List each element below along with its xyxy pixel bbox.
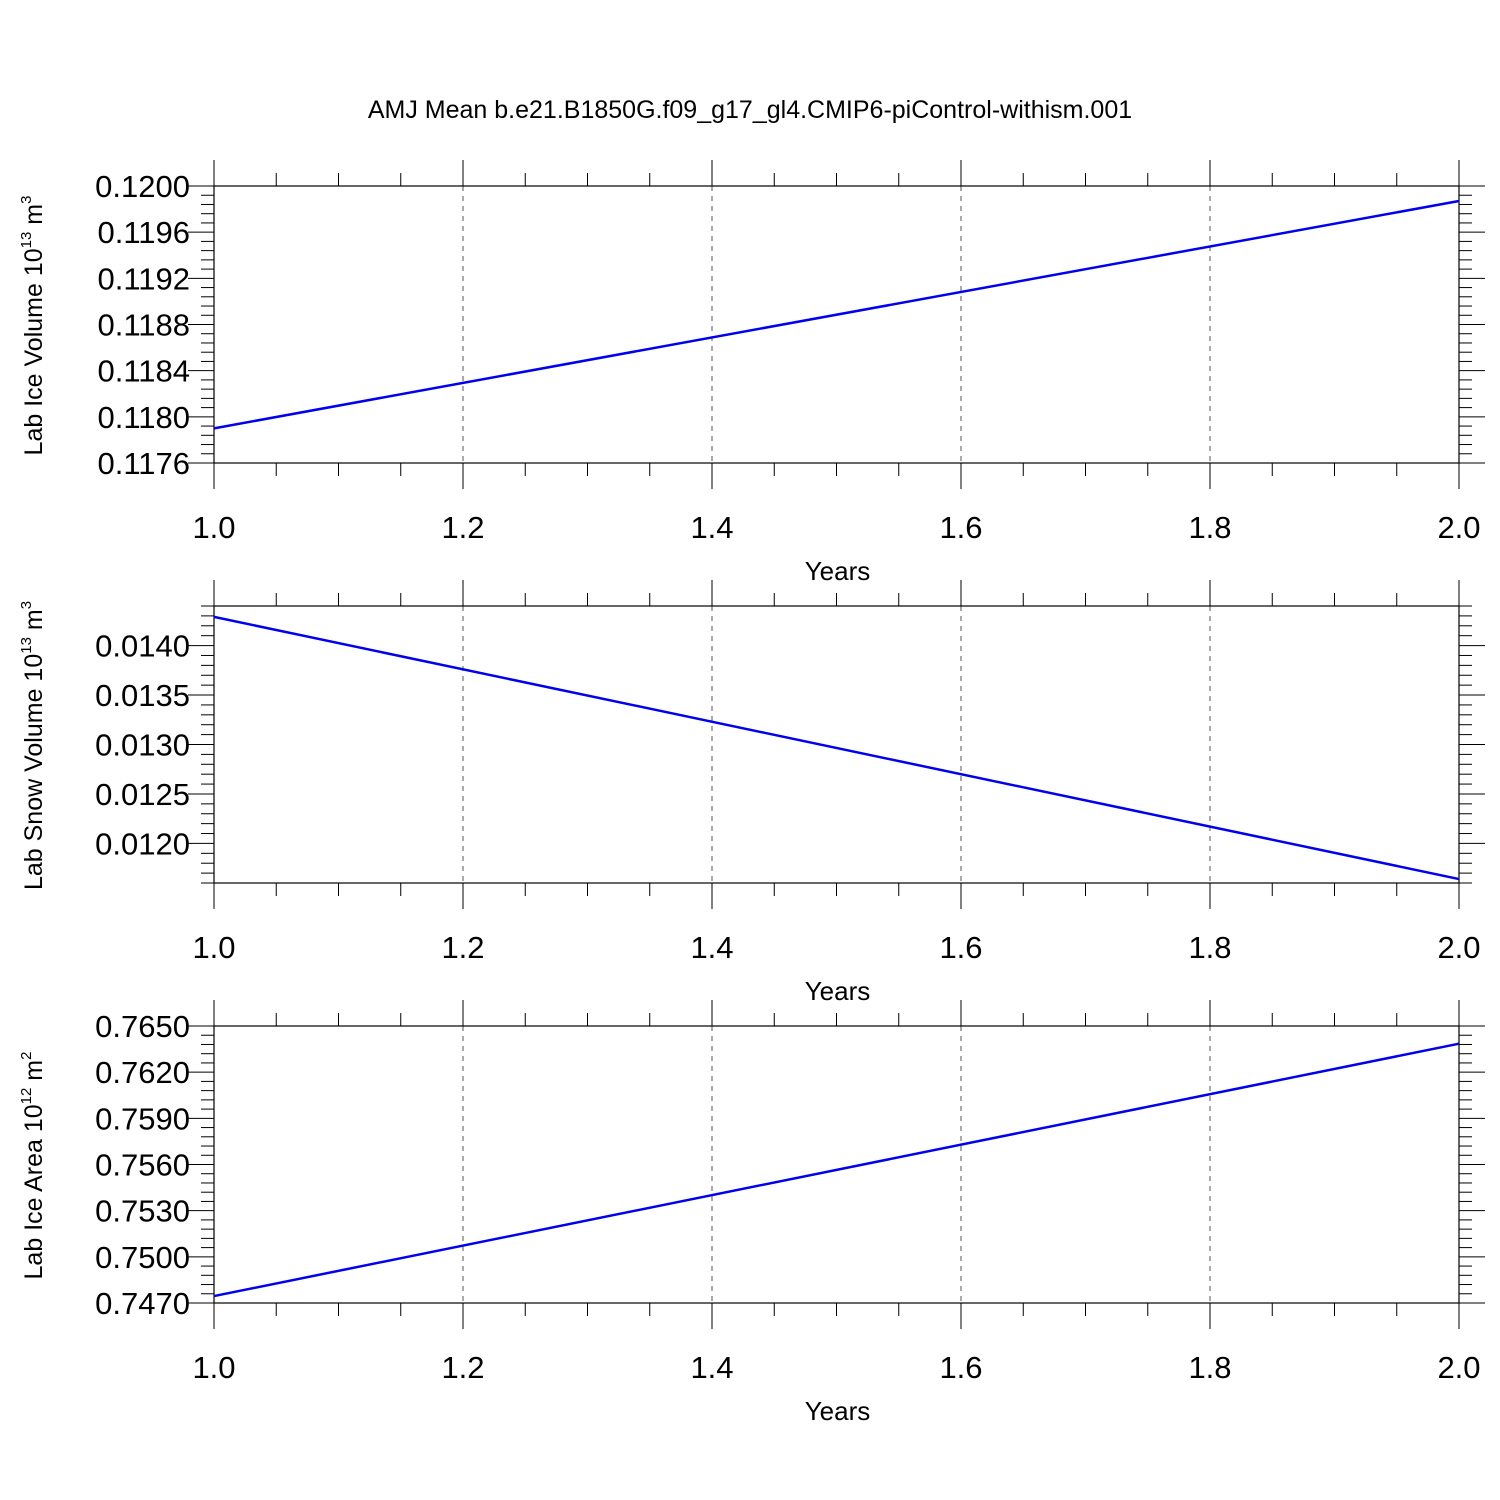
plot-frame: [213, 185, 1460, 464]
x-axis-label: Years: [805, 556, 871, 586]
x-tick-label: 1.4: [690, 1350, 733, 1385]
x-tick-label: 1.8: [1188, 1350, 1231, 1385]
y-tick-label: 0.1176: [97, 446, 190, 481]
x-tick-label: 1.2: [441, 1350, 484, 1385]
series-line: [213, 615, 1460, 881]
y-tick-label: 0.0120: [95, 826, 190, 861]
x-tick-label: 1.4: [690, 930, 733, 965]
figure-title: AMJ Mean b.e21.B1850G.f09_g17_gl4.CMIP6-…: [367, 96, 1133, 124]
y-tick-label: 0.0140: [95, 629, 190, 664]
y-axis-label: Lab Ice Area 1012 m2: [18, 1052, 48, 1280]
y-tick-label: 0.0125: [95, 777, 190, 812]
plot-frame: [213, 1025, 1460, 1304]
x-tick-label: 1.0: [192, 930, 235, 965]
x-tick-label: 1.6: [939, 510, 982, 545]
x-tick-label: 1.0: [192, 1350, 235, 1385]
y-axis-label-part: Lab Ice Area 10: [20, 1104, 48, 1279]
series-line: [213, 199, 1460, 430]
y-axis-label-part: m: [20, 204, 48, 232]
x-tick-label: 1.8: [1188, 510, 1231, 545]
y-tick-label: 0.7590: [95, 1101, 190, 1136]
y-tick-label: 0.7470: [95, 1286, 190, 1321]
x-tick-label: 1.2: [441, 510, 484, 545]
y-axis-label-superscript: 3: [18, 196, 35, 204]
x-axis-label: Years: [805, 1396, 871, 1426]
y-tick-label: 0.7500: [95, 1240, 190, 1275]
plot-frame: [213, 605, 1460, 884]
y-tick-label: 0.0130: [95, 728, 190, 763]
y-axis-label-part: m: [20, 609, 48, 637]
x-tick-label: 1.0: [192, 510, 235, 545]
y-tick-label: 0.1188: [97, 308, 190, 343]
panel-3: 0.7470 0.7500 0.7530 0.7560 0.7590 0.7620 0.76…: [18, 1000, 1485, 1426]
y-tick-label: 0.0135: [95, 678, 190, 713]
x-tick-label: 2.0: [1437, 930, 1480, 965]
y-tick-label: 0.1200: [95, 169, 190, 204]
y-tick-label: 0.7650: [95, 1009, 190, 1044]
x-tick-label: 1.6: [939, 930, 982, 965]
x-tick-label: 2.0: [1437, 510, 1480, 545]
y-axis-label-superscript: 13: [18, 637, 35, 654]
y-axis-label-superscript: 13: [18, 232, 35, 249]
y-tick-label: 0.1180: [97, 400, 190, 435]
x-tick-label: 1.4: [690, 510, 733, 545]
y-axis-label-superscript: 2: [18, 1052, 35, 1060]
y-axis-label-part: Lab Ice Volume 10: [20, 248, 48, 455]
x-tick-label: 1.8: [1188, 930, 1231, 965]
y-tick-label: 0.1184: [97, 354, 190, 389]
y-tick-label: 0.1192: [97, 261, 190, 296]
y-axis-label: Lab Snow Volume 1013 m3: [18, 601, 48, 890]
x-tick-label: 1.2: [441, 930, 484, 965]
panel-1: 0.1176 0.1180 0.1184 0.1188 0.1192 0.1196 0.12…: [18, 160, 1485, 586]
y-tick-label: 0.7620: [95, 1055, 190, 1090]
x-tick-label: 1.6: [939, 1350, 982, 1385]
y-axis-label-superscript: 12: [18, 1088, 35, 1105]
y-axis-label-part: Lab Snow Volume 10: [20, 654, 48, 890]
y-axis-label: Lab Ice Volume 1013 m3: [18, 196, 48, 456]
series-line: [213, 1042, 1460, 1298]
y-axis-label-part: m: [20, 1060, 48, 1088]
y-axis-label-superscript: 3: [18, 601, 35, 609]
x-axis-label: Years: [805, 976, 871, 1006]
y-tick-label: 0.7530: [95, 1194, 190, 1229]
y-tick-label: 0.1196: [97, 215, 190, 250]
panel-2: 0.0120 0.0125 0.0130 0.0135 0.0140 1.0 1.2 1.4 1…: [18, 580, 1485, 1006]
x-tick-label: 2.0: [1437, 1350, 1480, 1385]
y-tick-label: 0.7560: [95, 1148, 190, 1183]
